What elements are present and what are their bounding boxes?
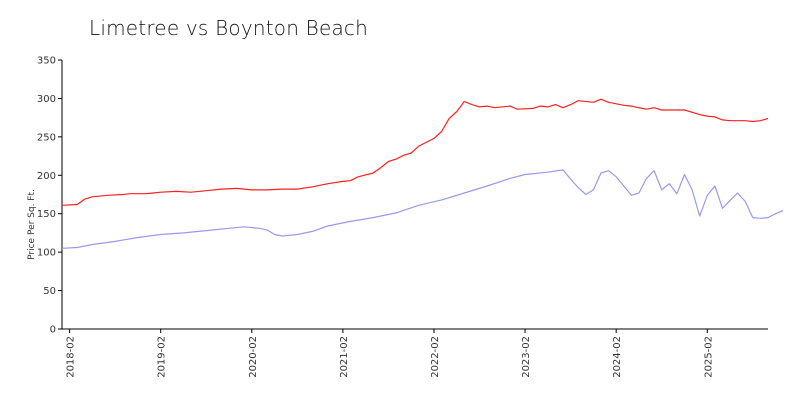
y-tick-label: 350 <box>37 56 56 67</box>
series-line-2 <box>61 169 784 249</box>
x-tick-label: 2021-02 <box>339 336 350 378</box>
y-axis-label: Price Per Sq. Ft. <box>27 189 37 260</box>
y-tick-label: 250 <box>37 132 56 143</box>
x-tick-label: 2020-02 <box>248 336 259 378</box>
y-tick-label: 50 <box>43 286 56 297</box>
y-tick-label: 200 <box>37 171 56 182</box>
x-tick-label: 2025-02 <box>703 336 714 378</box>
x-tick-label: 2024-02 <box>612 336 623 378</box>
x-axis: 2018-02 2019-02 2020-02 2021-02 2022-02 2023-… <box>62 328 768 378</box>
y-tick-label: 100 <box>37 248 56 259</box>
y-tick-label: 300 <box>37 94 56 105</box>
x-tick-label: 2023-02 <box>521 336 532 378</box>
y-tick-label: 150 <box>37 209 56 220</box>
x-tick-label: 2018-02 <box>66 336 77 378</box>
chart-title: Limetree vs Boynton Beach <box>89 16 368 40</box>
series-layer <box>61 98 784 249</box>
x-tick-label: 2022-02 <box>430 336 441 378</box>
series-line-1 <box>61 98 769 206</box>
y-tick-label: 0 <box>50 325 56 336</box>
y-axis: 0 50 100 150 200 250 300 350 <box>37 56 63 336</box>
x-tick-label: 2019-02 <box>157 336 168 378</box>
